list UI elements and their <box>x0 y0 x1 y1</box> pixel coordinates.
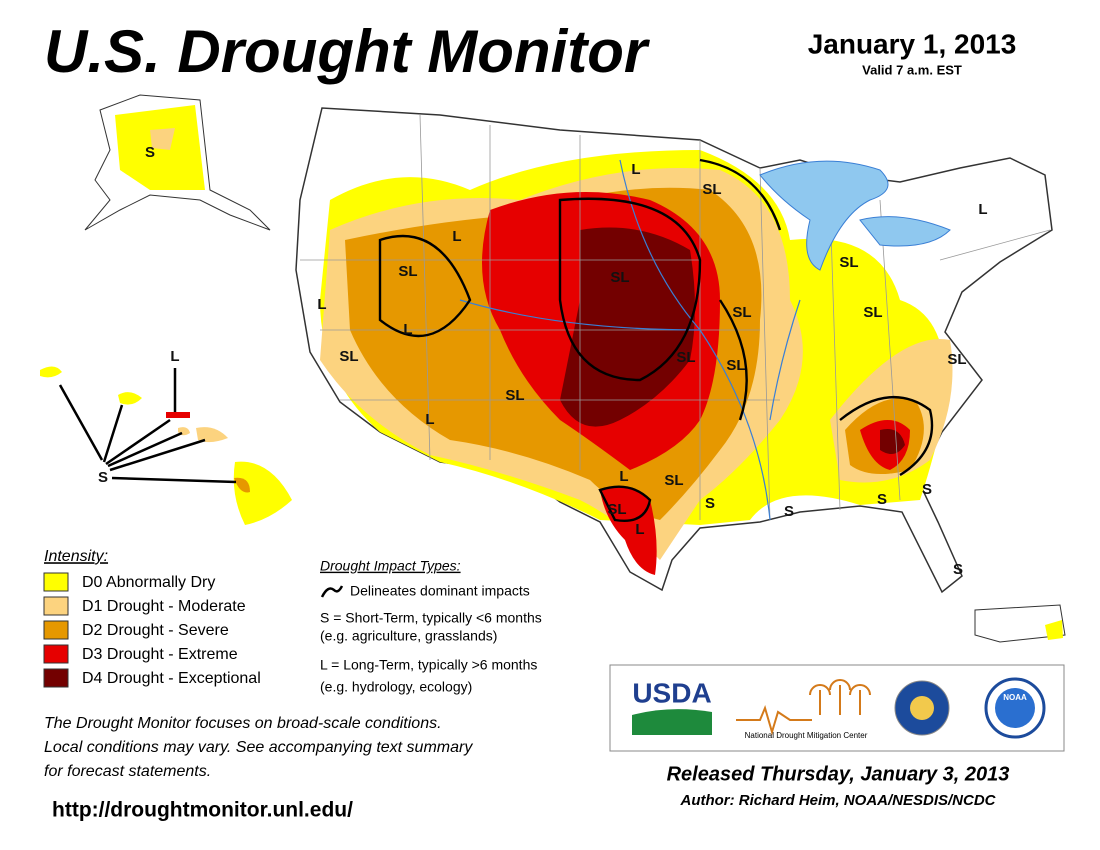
valid-time: Valid 7 a.m. EST <box>862 62 962 77</box>
legend-label: D2 Drought - Severe <box>82 622 229 639</box>
ndmc-logo-mark <box>736 679 871 736</box>
impact-line-symbol <box>320 585 344 598</box>
map-label: SL <box>839 254 858 271</box>
alaska-d1 <box>150 128 175 150</box>
map-label: S <box>922 481 932 498</box>
note-line: Local conditions may vary. See accompany… <box>44 739 473 756</box>
noaa-seal-center <box>995 688 1035 728</box>
legend-swatch <box>43 572 69 592</box>
short-term: S = Short-Term, typically <6 months <box>320 610 542 626</box>
hawaii-island <box>196 427 228 443</box>
title: U.S. Drought Monitor <box>44 18 651 85</box>
map-label: L <box>619 468 628 485</box>
puerto-rico-outline <box>974 604 1066 643</box>
map-label: S <box>145 144 155 161</box>
commerce-seal-center <box>910 696 934 720</box>
conus-map <box>295 107 1053 594</box>
short-term-example: (e.g. agriculture, grasslands) <box>320 628 497 644</box>
released: Released Thursday, January 3, 2013 <box>667 763 1010 785</box>
map-label: L <box>425 411 434 428</box>
map-date: January 1, 2013 <box>808 28 1017 59</box>
usda-logo: USDA <box>632 677 711 708</box>
map-label: L <box>635 521 644 538</box>
map-label: S <box>784 503 794 520</box>
map-label: SL <box>732 304 751 321</box>
map-label: L <box>978 201 987 218</box>
d4-area-georgia <box>880 429 905 454</box>
legend-swatch <box>43 668 69 688</box>
note-line: The Drought Monitor focuses on broad-sca… <box>44 715 442 732</box>
legend-title: Intensity: <box>44 548 108 565</box>
noaa-logo: NOAA <box>1003 693 1027 702</box>
d3-area-texas <box>600 486 657 575</box>
hawaii-map <box>40 366 292 525</box>
map-label: SL <box>726 357 745 374</box>
hawaii-island <box>233 461 292 525</box>
map-label: S <box>877 491 887 508</box>
map-label: L <box>403 321 412 338</box>
rivers <box>459 159 801 521</box>
alaska-map <box>84 94 271 231</box>
map-label: SL <box>610 269 629 286</box>
d4-area <box>560 227 695 427</box>
map-label: S <box>98 469 108 486</box>
map-label: SL <box>339 348 358 365</box>
hawaii-pointers <box>58 368 237 484</box>
map-label: L <box>170 348 179 365</box>
usda-swoosh <box>632 709 712 735</box>
map-label: L <box>452 228 461 245</box>
map-label: L <box>631 161 640 178</box>
hawaii-island <box>118 392 142 405</box>
map-label: L <box>317 296 326 313</box>
puerto-rico-d0 <box>1045 620 1063 640</box>
hawaii-island <box>40 366 62 378</box>
url[interactable]: http://droughtmonitor.unl.edu/ <box>52 799 353 822</box>
legend-swatch <box>43 620 69 640</box>
note-line: for forecast statements. <box>44 763 211 780</box>
legend-label: D0 Abnormally Dry <box>82 574 215 591</box>
impact-line-label: Delineates dominant impacts <box>350 583 530 599</box>
map-label: SL <box>398 263 417 280</box>
legend-label: D1 Drought - Moderate <box>82 598 246 615</box>
legend-swatch <box>43 596 69 616</box>
great-lakes <box>759 160 951 271</box>
map-label: S <box>953 561 963 578</box>
long-term: L = Long-Term, typically >6 months <box>320 657 537 673</box>
impact-lines <box>378 158 934 522</box>
map-label: SL <box>702 181 721 198</box>
author: Author: Richard Heim, NOAA/NESDIS/NCDC <box>679 792 996 809</box>
impact-title: Drought Impact Types: <box>320 558 461 574</box>
map-label: SL <box>607 501 626 518</box>
map-label: SL <box>863 304 882 321</box>
legend-label: D3 Drought - Extreme <box>82 646 238 663</box>
map-label: SL <box>505 387 524 404</box>
hawaii-island <box>166 412 190 418</box>
map-label: SL <box>947 351 966 368</box>
legend-swatch <box>43 644 69 664</box>
long-term-example: (e.g. hydrology, ecology) <box>320 679 472 695</box>
map-label: SL <box>676 349 695 366</box>
legend: D0 Abnormally Dry D1 Drought - Moderate D2… <box>43 572 261 688</box>
hawaii-drought <box>234 477 250 493</box>
ndmc-logo: National Drought Mitigation Center <box>745 731 868 740</box>
map-label: SL <box>664 472 683 489</box>
legend-label: D4 Drought - Exceptional <box>82 670 261 687</box>
puerto-rico-map <box>974 604 1066 643</box>
map-label: S <box>705 495 715 512</box>
